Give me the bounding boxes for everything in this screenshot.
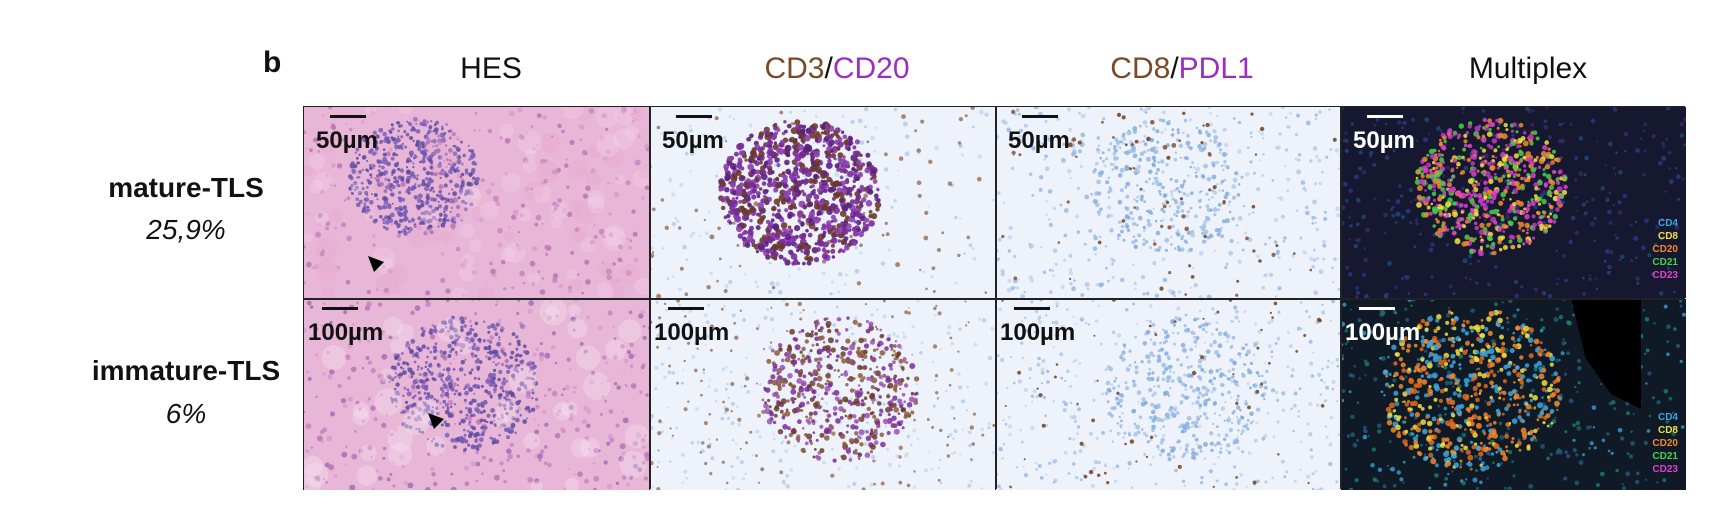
micrograph-image <box>1341 107 1686 298</box>
legend-item: CD21 <box>1652 257 1678 268</box>
column-title-cd3-cd20: CD3/CD20 <box>664 52 1010 86</box>
tissue-cavity <box>1571 299 1641 409</box>
scale-bar: 100µm <box>308 307 383 347</box>
row-label-mature: mature-TLS <box>108 172 264 203</box>
column-title-hes: HES <box>318 52 664 86</box>
tile-cd8-pdl1-mature <box>996 107 1341 298</box>
legend-item: CD23 <box>1652 270 1678 281</box>
legend-item: CD23 <box>1652 464 1678 475</box>
legend-item: CD8 <box>1657 231 1678 242</box>
micrograph-image <box>304 107 649 298</box>
column-title-part: PDL1 <box>1178 52 1254 85</box>
legend-item: CD20 <box>1652 244 1678 255</box>
tile-multiplex-mature <box>1341 107 1686 298</box>
column-title-part: CD20 <box>832 52 910 85</box>
image-grid: 50µm 50µm 50µm 50µm 100µm 100µm 100µm 10… <box>303 106 1686 490</box>
scale-bar: 100µm <box>654 307 729 347</box>
row-label-immature: immature-TLS <box>91 355 281 386</box>
micrograph-image <box>650 107 995 298</box>
panel-letter: b <box>263 46 282 79</box>
scale-bar: 100µm <box>1000 307 1075 347</box>
column-title-part: Multiplex <box>1468 52 1588 85</box>
column-title-part: / <box>1170 52 1179 85</box>
row-percent-immature: 6% <box>165 398 207 429</box>
micrograph-image <box>996 299 1341 490</box>
multiplex-legend-immature: CD4 CD8 CD20 CD21 CD23 <box>1652 411 1678 476</box>
tile-cd8-pdl1-immature <box>996 299 1341 490</box>
micrograph-image <box>1341 299 1686 490</box>
column-title-multiplex: Multiplex <box>1355 52 1701 86</box>
scale-bar: 50µm <box>316 115 378 155</box>
grid-divider <box>304 298 1684 300</box>
tile-hes-immature <box>304 299 649 490</box>
scale-bar: 50µm <box>1008 115 1070 155</box>
legend-item: CD8 <box>1657 425 1678 436</box>
tile-multiplex-immature <box>1341 299 1686 490</box>
tile-hes-mature <box>304 107 649 298</box>
scale-bar: 100µm <box>1345 307 1420 347</box>
micrograph-image <box>996 107 1341 298</box>
tile-cd3-cd20-immature <box>650 299 995 490</box>
micrograph-image <box>650 299 995 490</box>
column-title-part: HES <box>460 52 522 85</box>
row-percent-mature: 25,9% <box>146 214 226 245</box>
scale-bar: 50µm <box>662 115 724 155</box>
legend-item: CD21 <box>1652 451 1678 462</box>
multiplex-legend-mature: CD4 CD8 CD20 CD21 CD23 <box>1652 217 1678 282</box>
legend-item: CD4 <box>1657 218 1678 229</box>
legend-item: CD20 <box>1652 438 1678 449</box>
scale-bar: 50µm <box>1353 115 1415 155</box>
arrowhead-icon <box>428 413 444 429</box>
tile-cd3-cd20-mature <box>650 107 995 298</box>
micrograph-image <box>304 299 649 490</box>
column-title-part: CD3 <box>764 52 825 85</box>
legend-item: CD4 <box>1657 412 1678 423</box>
column-title-cd8-pdl1: CD8/PDL1 <box>1009 52 1355 86</box>
column-title-part: / <box>824 52 833 85</box>
column-title-part: CD8 <box>1110 52 1171 85</box>
arrowhead-icon <box>368 256 384 272</box>
